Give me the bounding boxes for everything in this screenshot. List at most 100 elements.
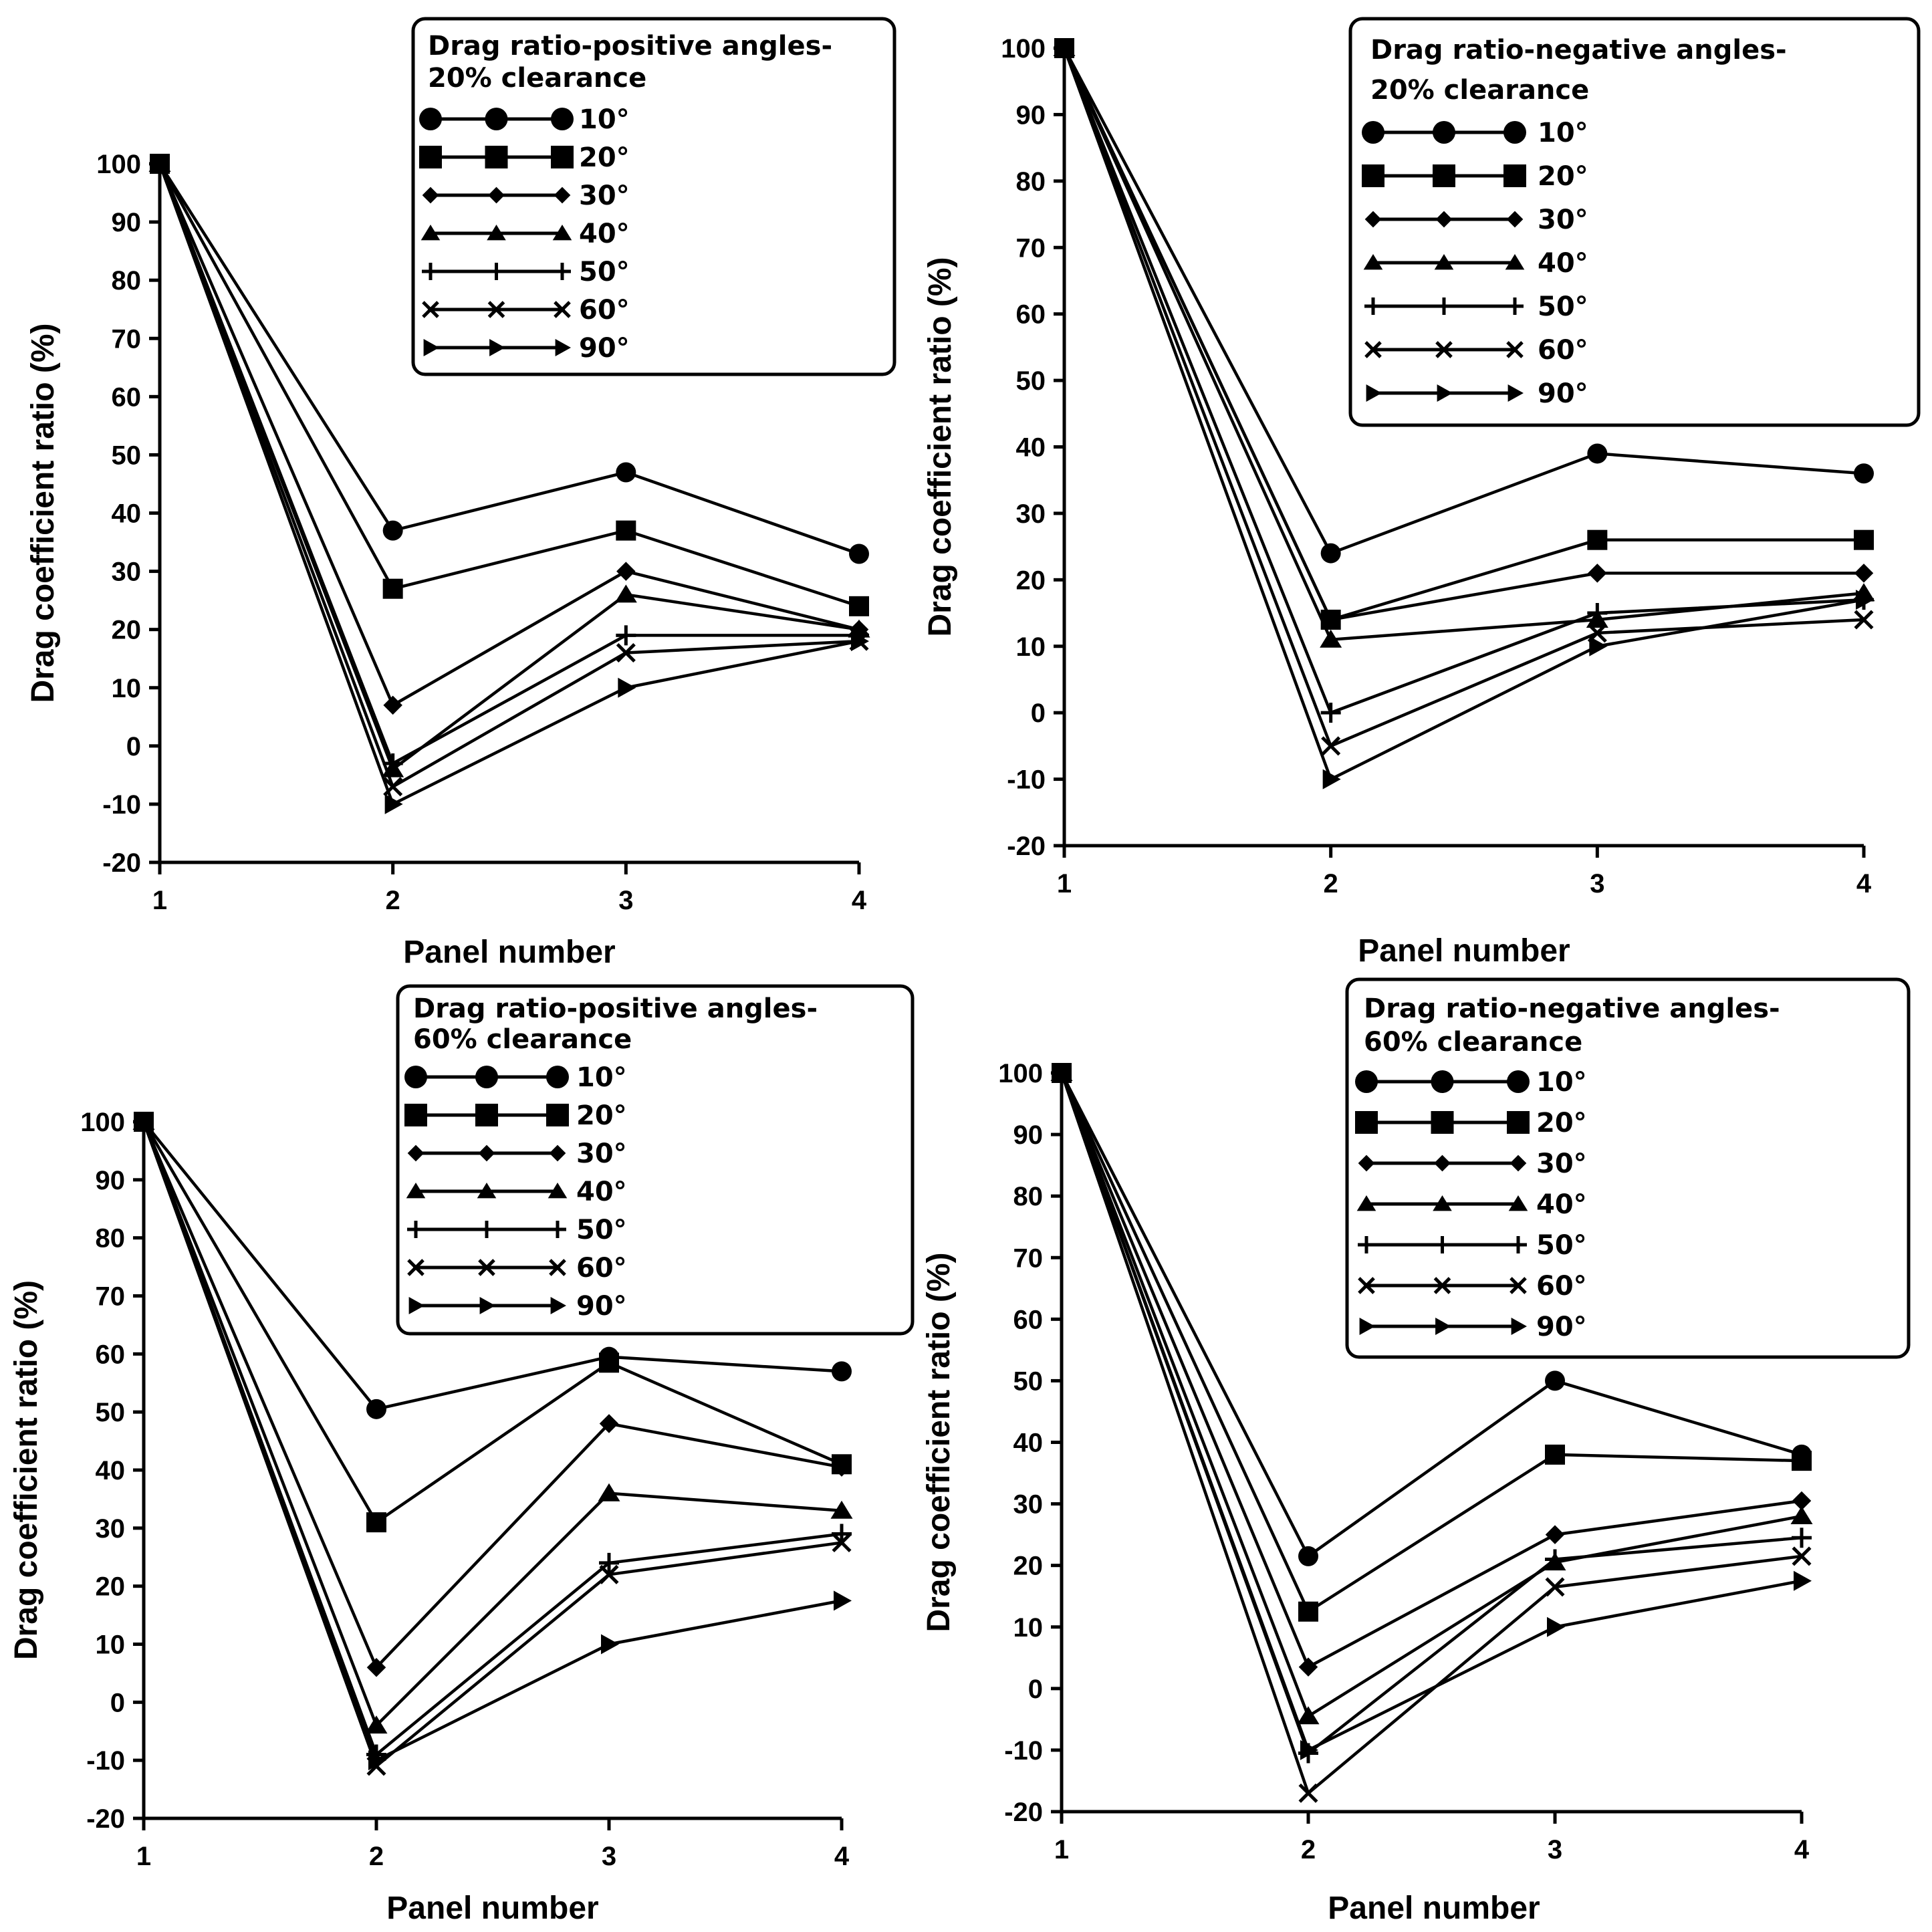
y-tick-label: 70	[96, 1282, 126, 1312]
y-tick-label: 10	[1016, 632, 1046, 662]
legend-circle-marker	[404, 1066, 427, 1088]
data-point-circle-marker	[1320, 543, 1341, 564]
data-point-triangle-right-marker	[1056, 38, 1074, 58]
legend-label: 90°	[1538, 378, 1588, 409]
y-tick-label: 80	[1016, 167, 1046, 197]
y-tick-label: 20	[1016, 566, 1046, 595]
legend-x-marker	[407, 1259, 425, 1276]
y-tick-label: 100	[998, 1059, 1043, 1088]
series-line	[158, 163, 860, 806]
data-point-triangle-right-marker	[1322, 769, 1341, 790]
legend-label: 90°	[1536, 1312, 1587, 1342]
legend-x-marker	[1433, 1277, 1451, 1294]
legend-diamond-marker	[407, 1144, 425, 1162]
legend-label: 50°	[1536, 1230, 1587, 1261]
legend-circle-marker	[485, 108, 508, 130]
x-axis-title: Panel number	[1358, 933, 1570, 969]
y-tick-label: 60	[96, 1340, 126, 1369]
series-line	[158, 162, 860, 556]
data-point-triangle-marker	[365, 1715, 388, 1734]
data-point-triangle-right-marker	[1856, 590, 1874, 610]
legend-circle-marker	[419, 108, 442, 130]
legend-triangle-right-marker	[1437, 384, 1453, 402]
x-tick-label: 4	[834, 1842, 850, 1871]
legend-triangle-right-marker	[408, 1297, 425, 1314]
legend-triangle-right-marker	[1511, 1318, 1527, 1335]
y-tick-label: 50	[1016, 366, 1046, 396]
y-tick-label: 100	[80, 1108, 125, 1137]
legend-triangle-marker	[1434, 254, 1454, 270]
y-tick-label: -20	[1007, 832, 1046, 861]
data-point-diamond-marker	[1792, 1491, 1812, 1511]
legend-label: 40°	[1538, 248, 1588, 279]
legend-diamond-marker	[1435, 211, 1453, 228]
data-point-circle-marker	[849, 544, 869, 564]
y-tick-label: 40	[112, 499, 142, 529]
y-tick-label: 20	[112, 616, 142, 645]
legend-square-marker	[1362, 164, 1384, 187]
legend-item: 30°	[407, 1138, 627, 1169]
y-tick-label: 80	[112, 266, 142, 295]
x-tick-label: 2	[386, 886, 400, 915]
data-point-circle-marker	[832, 1361, 852, 1382]
legend-triangle-marker	[406, 1183, 426, 1199]
series-line	[1063, 47, 1864, 555]
legend-triangle-right-marker	[1435, 1318, 1451, 1335]
y-tick-label: 10	[96, 1631, 126, 1660]
legend-label: 60°	[579, 295, 630, 326]
legend-title: Drag ratio-positive angles-20% clearance	[428, 31, 832, 94]
legend-item: 90°	[408, 1291, 627, 1322]
x-axis-title: Panel number	[386, 1891, 598, 1926]
y-tick-label: 10	[1013, 1613, 1044, 1643]
x-tick-label: 4	[852, 886, 867, 915]
x-tick-label: 3	[1548, 1835, 1562, 1864]
legend-label: 50°	[576, 1215, 627, 1245]
data-point-square-marker	[1298, 1601, 1318, 1622]
data-point-triangle-right-marker	[1589, 636, 1608, 656]
legend-item: 90°	[1359, 1312, 1587, 1342]
legend: Drag ratio-positive angles-20% clearance…	[411, 17, 896, 376]
x-tick-label: 1	[1054, 1835, 1069, 1864]
data-point-plus-marker	[1792, 1528, 1812, 1548]
data-point-circle-marker	[1545, 1370, 1565, 1391]
data-point-diamond-marker	[599, 1414, 619, 1433]
y-tick-label: -20	[86, 1804, 125, 1834]
legend-label: 20°	[1536, 1108, 1587, 1138]
y-tick-label: 80	[1013, 1182, 1044, 1211]
legend-diamond-marker	[554, 187, 571, 204]
legend: Drag ratio-negative angles-20% clearance…	[1348, 17, 1921, 427]
series-triangle-right	[152, 154, 869, 814]
series-line	[142, 1121, 842, 1727]
data-point-diamond-marker	[616, 562, 636, 581]
data-point-circle-marker	[1298, 1546, 1318, 1566]
legend-label: 10°	[576, 1062, 627, 1093]
legend-item: 40°	[406, 1177, 627, 1207]
legend-item: 60°	[1358, 1271, 1587, 1302]
data-point-diamond-marker	[832, 1457, 852, 1477]
legend-square-marker	[485, 146, 508, 168]
legend-item: 90°	[1366, 378, 1588, 409]
data-point-triangle-right-marker	[136, 1112, 154, 1132]
data-point-triangle-right-marker	[1794, 1570, 1812, 1591]
legend-label: 20°	[579, 142, 630, 173]
y-tick-label: -10	[1004, 1736, 1043, 1766]
y-tick-label: -10	[1007, 765, 1046, 795]
series-line	[158, 162, 860, 608]
legend-item: 20°	[1362, 161, 1588, 192]
y-tick-label: 0	[1028, 1675, 1043, 1704]
legend-triangle-right-marker	[1507, 384, 1524, 402]
legend-diamond-marker	[488, 187, 505, 204]
legend-item: 50°	[1364, 291, 1588, 322]
series-line	[1060, 1072, 1802, 1752]
legend-circle-marker	[1362, 121, 1384, 144]
y-tick-label: 90	[96, 1166, 126, 1195]
legend-triangle-marker	[477, 1183, 497, 1199]
legend-box	[1345, 977, 1911, 1359]
x-tick-label: 3	[602, 1842, 616, 1871]
legend-label: 60°	[1538, 335, 1588, 366]
legend-triangle-marker	[1363, 254, 1383, 270]
legend-label: 10°	[1536, 1067, 1587, 1098]
